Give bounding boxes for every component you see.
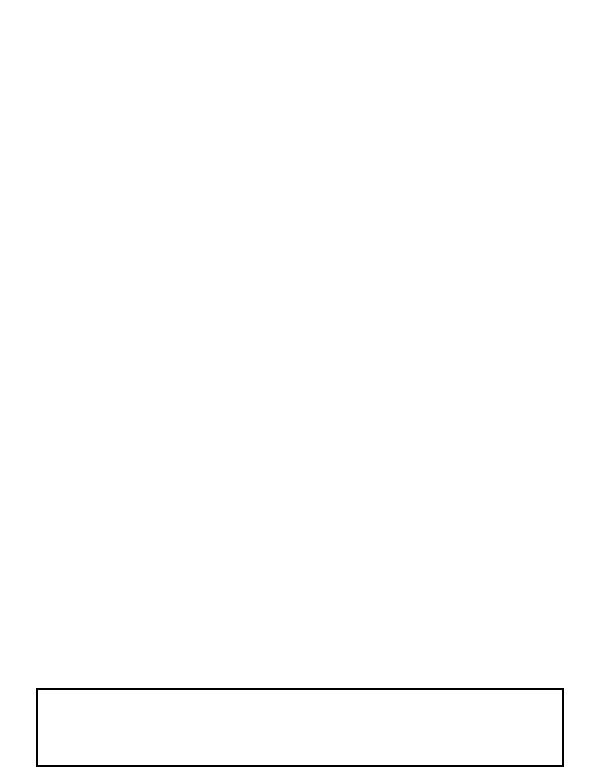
legend: [36, 688, 564, 767]
chart-plot-area: [0, 0, 600, 684]
